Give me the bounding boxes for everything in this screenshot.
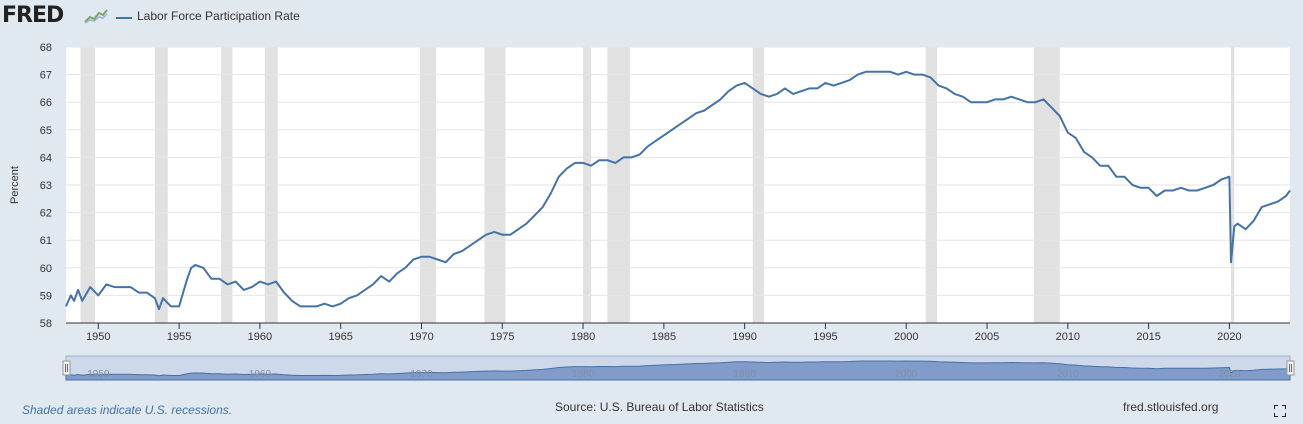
navigator-year-label: 1970 bbox=[410, 369, 433, 380]
recession-shading bbox=[80, 47, 1235, 323]
recession-band-6 bbox=[583, 47, 592, 323]
source-text: Source: U.S. Bureau of Labor Statistics bbox=[555, 400, 764, 414]
y-tick-label: 67 bbox=[40, 70, 52, 82]
recession-band-0 bbox=[80, 47, 96, 323]
navigator-series-area bbox=[65, 360, 1291, 381]
x-tick-label: 1995 bbox=[813, 331, 837, 343]
site-link[interactable]: fred.stlouisfed.org bbox=[1123, 400, 1219, 414]
y-tick-label: 60 bbox=[40, 263, 52, 275]
y-tick-label: 64 bbox=[40, 152, 52, 164]
plot-area bbox=[66, 47, 1290, 323]
navigator-year-label: 2020 bbox=[1218, 369, 1241, 380]
navigator-handle-right[interactable] bbox=[1286, 360, 1295, 376]
x-tick-label: 1950 bbox=[86, 331, 110, 343]
navigator-window bbox=[65, 355, 1291, 381]
recession-band-3 bbox=[264, 47, 278, 323]
recession-band-7 bbox=[607, 47, 630, 323]
recession-band-2 bbox=[221, 47, 233, 323]
legend-swatch bbox=[116, 17, 132, 19]
recession-band-9 bbox=[925, 47, 937, 323]
y-axis-ticks: 58 59 60 61 62 63 64 65 66 67 68 bbox=[40, 42, 52, 330]
legend-label[interactable]: Labor Force Participation Rate bbox=[137, 9, 300, 23]
x-tick-label: 1980 bbox=[571, 331, 595, 343]
x-tick-label: 1985 bbox=[652, 331, 676, 343]
navigator-year-label: 2010 bbox=[1057, 369, 1080, 380]
navigator-year-label: 1950 bbox=[87, 369, 110, 380]
recession-band-4 bbox=[419, 47, 437, 323]
recession-band-5 bbox=[484, 47, 506, 323]
y-tick-label: 63 bbox=[40, 180, 52, 192]
x-tick-label: 1955 bbox=[167, 331, 191, 343]
y-tick-label: 68 bbox=[40, 42, 52, 54]
navigator-year-label: 1960 bbox=[249, 369, 272, 380]
recession-band-8 bbox=[752, 47, 765, 323]
navigator-year-label: 2000 bbox=[895, 369, 918, 380]
navigator-handle-left[interactable] bbox=[62, 360, 71, 376]
y-axis-label: Percent bbox=[9, 166, 21, 204]
y-tick-label: 59 bbox=[40, 290, 52, 302]
sparkline-chart-icon bbox=[84, 8, 108, 24]
x-axis-ticks: 1950 1955 1960 1965 1970 1975 1980 1985 1990 1995… bbox=[66, 322, 1290, 343]
y-tick-label: 58 bbox=[40, 318, 52, 330]
x-tick-label: 2005 bbox=[975, 331, 999, 343]
navigator[interactable]: 1950 1960 1970 1980 1990 2000 2010 2020 bbox=[62, 355, 1295, 381]
navigator-year-label: 1980 bbox=[572, 369, 595, 380]
x-tick-label: 1990 bbox=[732, 331, 756, 343]
y-tick-label: 62 bbox=[40, 208, 52, 220]
grid-lines bbox=[66, 46, 1290, 324]
x-tick-label: 1975 bbox=[490, 331, 514, 343]
navigator-year-label: 1990 bbox=[734, 369, 757, 380]
x-tick-label: 2000 bbox=[894, 331, 918, 343]
recession-band-11 bbox=[1231, 47, 1235, 323]
x-tick-label: 2010 bbox=[1056, 331, 1080, 343]
series-line-lfpr bbox=[65, 70, 1291, 311]
recession-note: Shaded areas indicate U.S. recessions. bbox=[22, 403, 233, 417]
expand-icon[interactable] bbox=[1274, 405, 1286, 417]
y-tick-label: 66 bbox=[40, 97, 52, 109]
x-tick-label: 2015 bbox=[1136, 331, 1160, 343]
fred-logo[interactable]: FRED bbox=[2, 3, 64, 28]
recession-band-1 bbox=[154, 47, 168, 323]
x-tick-label: 1965 bbox=[328, 331, 352, 343]
x-tick-label: 1960 bbox=[248, 331, 272, 343]
recession-band-10 bbox=[1033, 47, 1060, 323]
y-tick-label: 61 bbox=[40, 235, 52, 247]
y-tick-label: 65 bbox=[40, 125, 52, 137]
x-tick-label: 1970 bbox=[409, 331, 433, 343]
x-tick-label: 2020 bbox=[1217, 331, 1241, 343]
